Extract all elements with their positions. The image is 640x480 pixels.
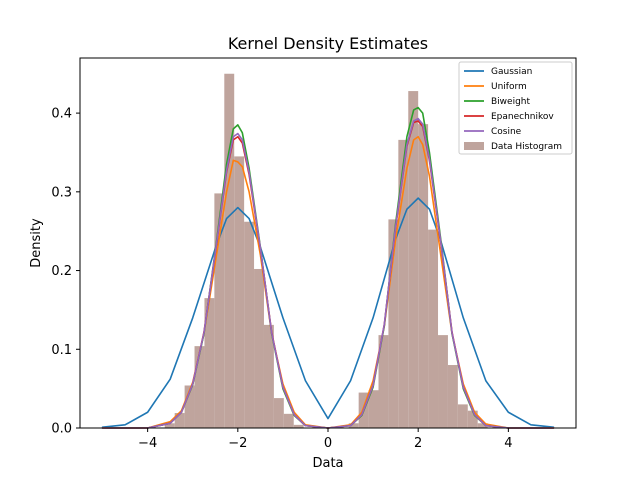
histogram-bar-9 [254,268,264,428]
histogram-bar-19 [398,139,409,428]
y-tick-label-2: 0.2 [51,264,72,279]
y-axis: 0.0 0.1 0.2 0.3 0.4 [51,107,80,437]
histogram-bar-16 [368,390,379,428]
legend-label-epanechnikov: Epanechnikov [491,112,554,122]
histogram-bar-4 [204,298,215,428]
histogram-bar-0 [164,423,175,428]
x-tick-label-3: 2 [414,436,422,451]
x-tick-label-4: 4 [504,436,512,451]
histogram-bar-11 [273,398,284,428]
legend-label-data-histogram: Data Histogram [491,142,562,152]
series-line-gaussian [101,197,555,429]
y-tick-label-1: 0.1 [51,343,72,358]
x-axis-label: Data [312,456,343,471]
legend-swatch-data-histogram [464,142,484,150]
histogram-bar-10 [263,324,274,428]
histogram-bar-20 [408,91,419,428]
legend-box [458,61,573,155]
y-tick-label-0: 0.0 [51,422,72,437]
histogram-bar-25 [457,404,468,428]
x-tick-label-0: −4 [138,436,157,451]
legend-label-cosine: Cosine [491,127,522,137]
histogram-bar-3 [194,346,205,428]
legend-label-biweight: Biweight [491,97,530,107]
histogram-bar-13 [293,424,304,428]
histogram-layer [164,73,488,429]
legend-label-uniform: Uniform [491,82,527,92]
histogram-bar-12 [283,413,294,428]
histogram-bar-1 [174,413,185,428]
histogram-bar-2 [184,385,195,428]
histogram-bar-23 [438,335,448,428]
histogram-bar-17 [378,335,389,428]
histogram-bar-7 [234,156,245,429]
histogram-bar-26 [467,410,478,428]
histogram-bar-22 [428,229,439,428]
y-tick-label-4: 0.4 [51,107,72,122]
histogram-bar-14 [348,423,359,428]
histogram-bar-8 [244,221,255,428]
chart-title: Kernel Density Estimates [228,34,428,53]
legend: Gaussian Uniform Biweight Epanechnikov Cosin… [458,61,573,155]
x-tick-label-1: −2 [228,436,247,451]
y-axis-label: Density [29,218,44,268]
x-tick-label-2: 0 [324,436,332,451]
histogram-bar-21 [418,124,429,429]
histogram-bar-18 [388,219,399,428]
histogram-bar-27 [477,423,488,428]
histogram-bar-24 [447,365,458,428]
y-tick-label-3: 0.3 [51,185,72,200]
x-axis: −4 −2 0 2 4 [138,428,513,451]
histogram-bar-6 [224,73,235,428]
legend-label-gaussian: Gaussian [491,67,532,77]
histogram-bar-5 [214,193,225,428]
